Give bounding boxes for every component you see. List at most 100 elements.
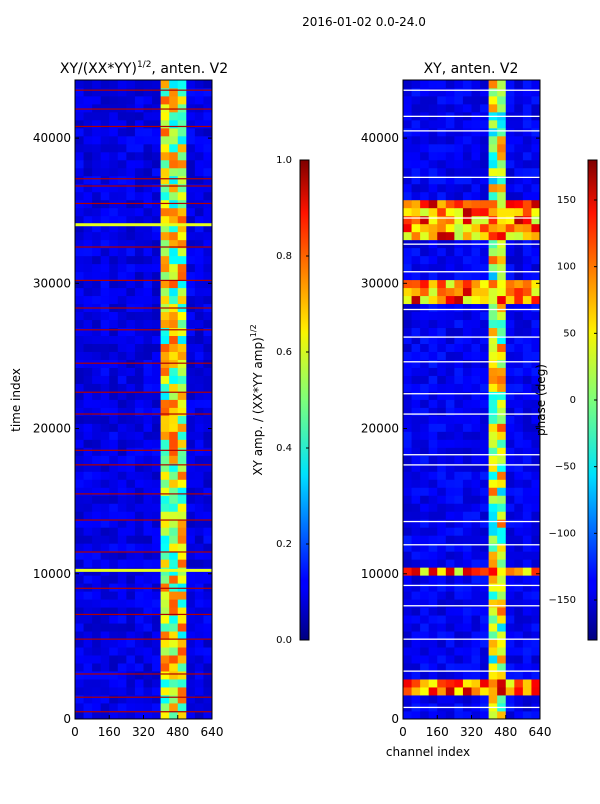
heatmap-cell	[169, 495, 179, 504]
heatmap-cell	[428, 479, 438, 488]
heatmap-cell	[403, 711, 412, 720]
heatmap-cell	[109, 535, 119, 544]
heatmap-cell	[531, 159, 541, 169]
heatmap-cell	[92, 407, 102, 416]
heatmap-cell	[488, 423, 498, 432]
heatmap-cell	[152, 487, 162, 496]
heatmap-cell	[134, 519, 144, 528]
heatmap-cell	[83, 127, 93, 137]
heatmap-cell	[403, 575, 412, 584]
heatmap-cell	[454, 80, 464, 89]
heatmap-cell	[522, 183, 532, 193]
heatmap-cell	[420, 495, 430, 504]
heatmap-cell	[428, 535, 438, 544]
heatmap-cell	[92, 623, 102, 632]
heatmap-cell	[531, 255, 541, 265]
heatmap-cell	[403, 343, 412, 352]
heatmap-cell	[203, 223, 213, 233]
heatmap-cell	[109, 631, 119, 640]
heatmap-cell	[194, 327, 204, 336]
heatmap-cell	[445, 303, 455, 313]
colorbar-tick-label: 150	[557, 195, 576, 206]
heatmap-cell	[160, 543, 170, 552]
heatmap-cell	[411, 663, 421, 672]
heatmap-cell	[411, 607, 421, 616]
heatmap-cell	[194, 287, 204, 297]
heatmap-cell	[186, 375, 196, 384]
heatmap-cell	[117, 631, 127, 640]
heatmap-cell	[126, 399, 136, 408]
heatmap-cell	[437, 199, 447, 209]
heatmap-cell	[83, 479, 93, 488]
heatmap-cell	[522, 199, 532, 209]
heatmap-cell	[126, 135, 136, 145]
heatmap-cell	[169, 143, 179, 153]
heatmap-cell	[83, 575, 93, 584]
heatmap-cell	[437, 119, 447, 129]
heatmap-cell	[437, 663, 447, 672]
heatmap-cell	[109, 175, 119, 185]
heatmap-cell	[169, 391, 179, 400]
heatmap-cell	[83, 239, 93, 249]
heatmap-cell	[505, 127, 515, 137]
y-tick-label: 0	[63, 712, 71, 726]
heatmap-cell	[75, 407, 84, 416]
heatmap-cell	[471, 223, 481, 233]
heatmap-cell	[480, 247, 490, 257]
heatmap-cell	[117, 479, 127, 488]
heatmap-cell	[75, 495, 84, 504]
heatmap-cell	[177, 239, 187, 249]
heatmap-cell	[514, 343, 524, 352]
heatmap-cell	[83, 655, 93, 664]
heatmap-cell	[100, 175, 110, 185]
heatmap-cell	[160, 391, 170, 400]
heatmap-cell	[488, 103, 498, 113]
heatmap-cell	[134, 663, 144, 672]
heatmap-cell	[445, 311, 455, 321]
heatmap-cell	[186, 599, 196, 608]
heatmap-cell	[186, 127, 196, 137]
heatmap-cell	[186, 679, 196, 688]
heatmap-cell	[445, 655, 455, 664]
heatmap-cell	[143, 263, 153, 273]
heatmap-cell	[403, 495, 412, 504]
heatmap-cell	[92, 319, 102, 329]
heatmap-cell	[126, 391, 136, 400]
heatmap-cell	[505, 551, 515, 560]
heatmap-cell	[134, 575, 144, 584]
heatmap-cell	[83, 687, 93, 696]
heatmap-cell	[194, 415, 204, 424]
heatmap-cell	[169, 687, 179, 696]
heatmap-cell	[126, 231, 136, 241]
heatmap-cell	[186, 647, 196, 656]
heatmap-cell	[420, 207, 430, 217]
heatmap-cell	[445, 663, 455, 672]
heatmap-cell	[445, 127, 455, 137]
heatmap-cell	[177, 687, 187, 696]
heatmap-cell	[497, 151, 507, 161]
heatmap-cell	[480, 143, 490, 153]
heatmap-cell	[514, 439, 524, 448]
heatmap-cell	[160, 231, 170, 241]
heatmap-cell	[100, 159, 110, 169]
heatmap-cell	[75, 143, 84, 153]
heatmap-cell	[514, 487, 524, 496]
heatmap-cell	[186, 439, 196, 448]
heatmap-cell	[100, 447, 110, 456]
heatmap-cell	[109, 431, 119, 440]
heatmap-cell	[143, 471, 153, 480]
heatmap-cell	[109, 399, 119, 408]
heatmap-cell	[203, 343, 213, 352]
heatmap-cell	[75, 175, 84, 185]
heatmap-cell	[420, 663, 430, 672]
heatmap-cell	[428, 263, 438, 273]
heatmap-cell	[203, 295, 213, 305]
heatmap-cell	[203, 639, 213, 648]
heatmap-cell	[420, 583, 430, 592]
heatmap-cell	[454, 623, 464, 632]
heatmap-cell	[437, 375, 447, 384]
heatmap-cell	[126, 103, 136, 113]
heatmap-cell	[194, 183, 204, 193]
heatmap-cell	[203, 583, 213, 592]
